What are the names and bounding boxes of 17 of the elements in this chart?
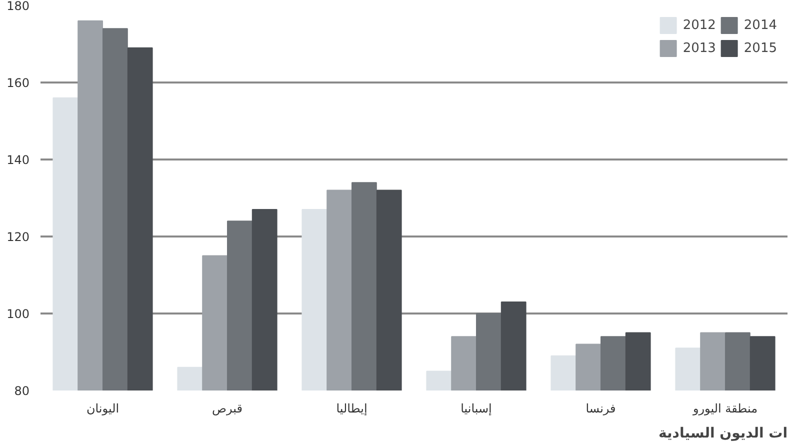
x-tick-label: إيطاليا: [336, 402, 368, 416]
x-tick-label: منطقة اليورو: [692, 402, 758, 416]
x-tick-label: إسبانيا: [460, 402, 492, 416]
x-tick-label: قبرص: [212, 402, 243, 416]
x-tick-label: فرنسا: [586, 402, 616, 416]
legend-label: 2013: [682, 40, 716, 56]
y-tick-label: 140: [6, 153, 30, 167]
y-tick-label: 100: [6, 307, 30, 321]
legend-label: 2012: [682, 18, 716, 32]
y-tick-label: 180: [6, 0, 30, 13]
y-tick-label: 120: [6, 230, 30, 244]
legend-label: 2014: [744, 18, 777, 32]
y-tick-label: 80: [14, 384, 30, 398]
x-tick-label: اليونان: [86, 402, 120, 416]
text: ات الديون السيادية: [658, 426, 788, 442]
y-tick-label: 160: [6, 76, 30, 90]
legend-label: 2015: [744, 40, 777, 56]
